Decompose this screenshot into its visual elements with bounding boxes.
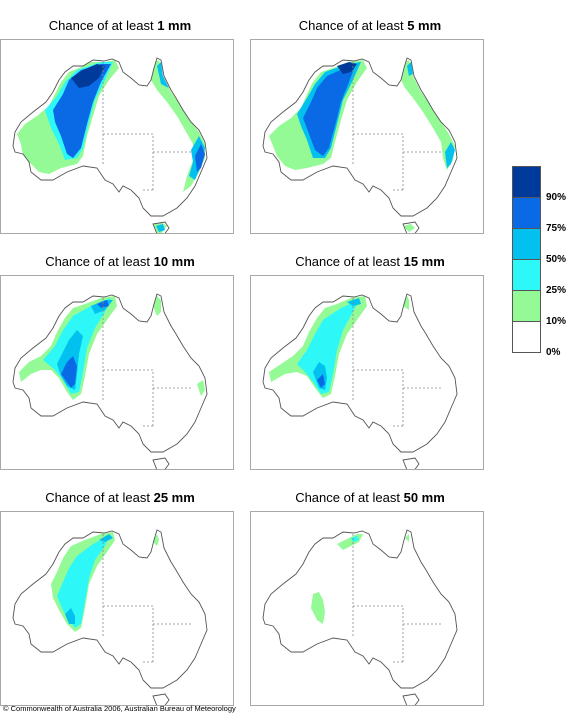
australia-map — [250, 511, 484, 706]
panel-title: Chance of at least 5 mm — [298, 18, 442, 33]
panel-title: Chance of at least 25 mm — [45, 490, 195, 505]
legend-swatch-10 — [512, 290, 541, 322]
australia-map — [250, 275, 484, 470]
panel-title: Chance of at least 1 mm — [48, 18, 192, 33]
australia-map — [0, 39, 234, 234]
australia-map — [0, 511, 234, 706]
legend-label-10: 10% — [546, 316, 567, 327]
panel-title: Chance of at least 50 mm — [295, 490, 445, 505]
legend-label-90: 90% — [546, 192, 567, 203]
legend-swatch-0 — [512, 321, 541, 353]
copyright-notice: © Commonwealth of Australia 2006, Austra… — [3, 704, 236, 713]
australia-map — [0, 275, 234, 470]
legend-swatch-75 — [512, 197, 541, 229]
legend-swatch-90 — [512, 166, 541, 198]
australia-map — [250, 39, 484, 234]
legend-swatch-25 — [512, 259, 541, 291]
legend-label-50: 50% — [546, 254, 567, 265]
legend-label-25: 25% — [546, 285, 567, 296]
legend-swatch-50 — [512, 228, 541, 260]
panel-title: Chance of at least 10 mm — [45, 254, 195, 269]
legend-label-0: 0% — [546, 347, 561, 358]
panel-title: Chance of at least 15 mm — [295, 254, 445, 269]
legend-label-75: 75% — [546, 223, 567, 234]
